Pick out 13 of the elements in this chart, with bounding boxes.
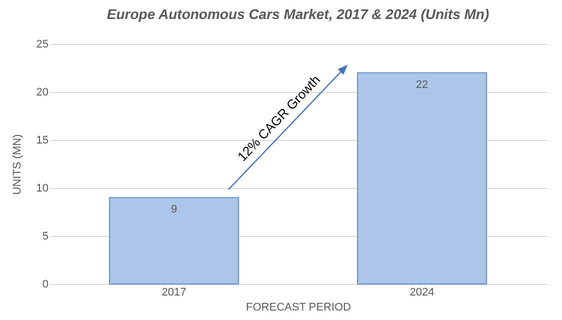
y-tick-label: 25 [36, 38, 48, 50]
data-label: 9 [170, 204, 178, 216]
y-axis-title: UNITS (MN) [11, 134, 24, 195]
y-tick-label: 0 [42, 278, 48, 290]
x-axis-title: FORECAST PERIOD [246, 302, 352, 314]
data-label: 22 [416, 78, 428, 91]
y-tick-label: 20 [36, 86, 48, 98]
x-tick-label: 2017 [162, 286, 186, 298]
y-tick-label: 15 [36, 134, 48, 146]
y-tick-label: 5 [42, 230, 48, 242]
chart-title: Europe Autonomous Cars Market, 2017 & 2024 (Units Mn) [106, 6, 490, 22]
x-tick-label: 2024 [410, 286, 434, 298]
y-tick-label: 10 [36, 182, 48, 194]
